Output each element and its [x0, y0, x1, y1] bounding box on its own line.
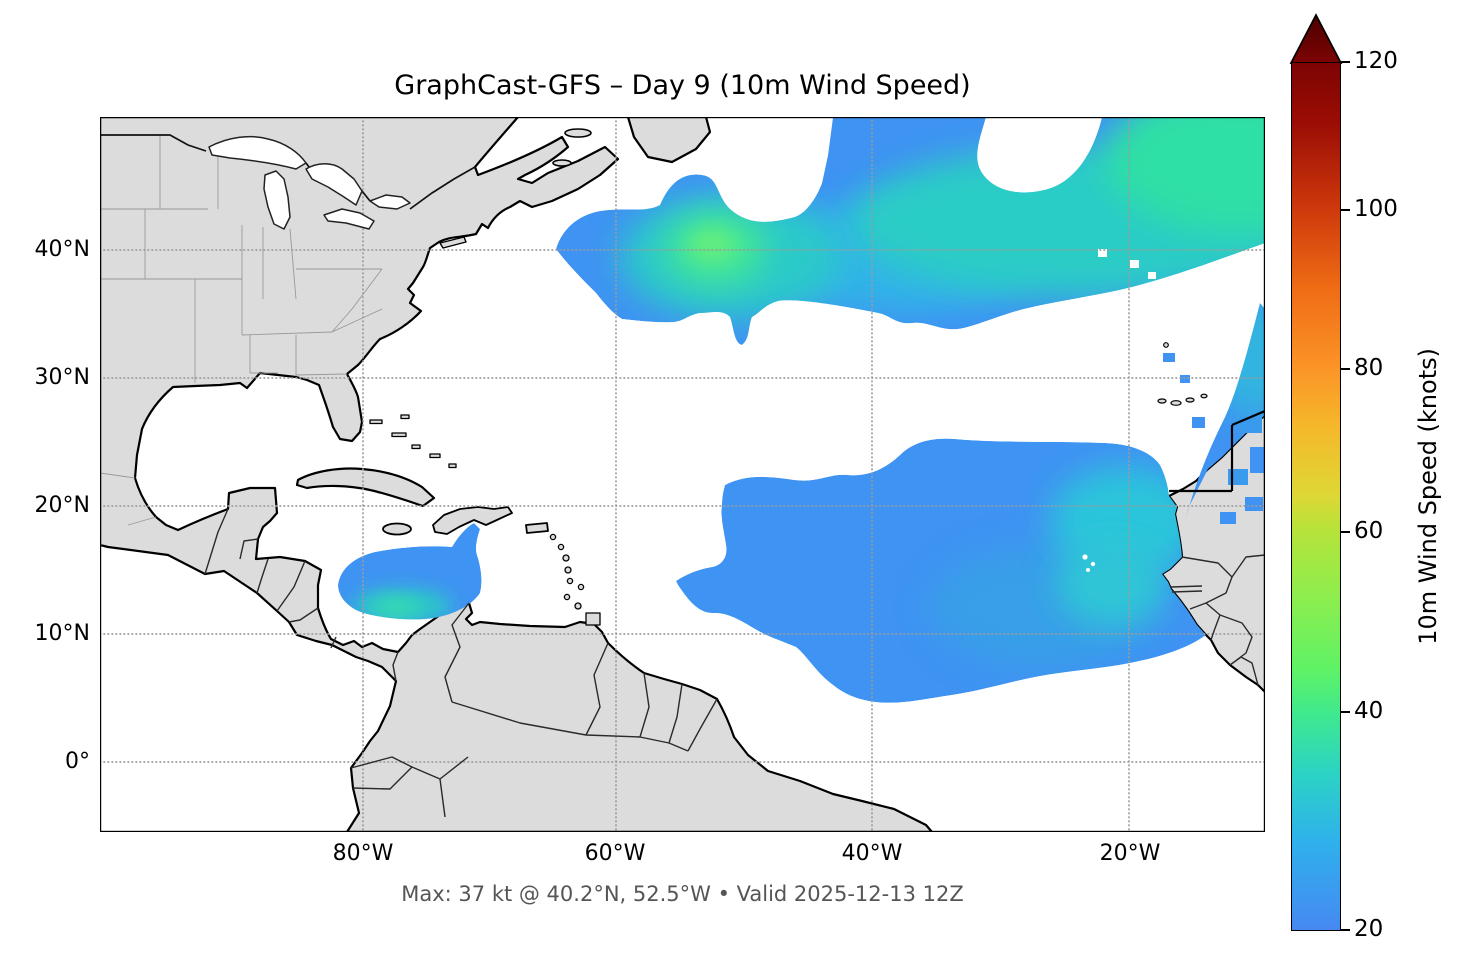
- lon-tick-20w: 20°W: [1099, 841, 1161, 866]
- prince-edward-island: [552, 159, 572, 167]
- colorbar-tick-20: [1341, 929, 1350, 931]
- west-sahara-borders: [1169, 409, 1265, 493]
- lake-michigan: [263, 170, 291, 230]
- colorbar-label-80: 80: [1354, 355, 1384, 381]
- lat-tick-0: 0°: [65, 749, 90, 774]
- anticosti-island: [564, 128, 592, 138]
- map-canvas: [100, 117, 1265, 832]
- lesser-antilles: [549, 533, 601, 626]
- colorbar-tick-100: [1341, 209, 1350, 211]
- lon-tick-40w: 40°W: [841, 841, 903, 866]
- figure-title: GraphCast-GFS – Day 9 (10m Wind Speed): [394, 70, 971, 101]
- great-lakes: [208, 135, 411, 230]
- country-borders: [204, 508, 1265, 818]
- colorbar-label-40: 40: [1354, 698, 1384, 724]
- puerto-rico: [525, 522, 549, 534]
- wind-region-trade-winds: [676, 438, 1206, 703]
- trinidad: [585, 612, 601, 626]
- lake-erie: [323, 208, 375, 230]
- lake-ontario: [369, 194, 411, 210]
- colorbar-label-20: 20: [1354, 916, 1384, 942]
- lat-tick-40n: 40°N: [34, 237, 90, 262]
- colorbar-label-60: 60: [1354, 518, 1384, 544]
- lake-huron: [305, 163, 363, 206]
- state-borders: [100, 135, 383, 526]
- lat-tick-20n: 20°N: [34, 493, 90, 518]
- colorbar-label-100: 100: [1354, 196, 1398, 222]
- newfoundland: [626, 117, 712, 164]
- colorbar-tick-60: [1341, 531, 1350, 533]
- land-layer: [100, 117, 1265, 832]
- madeira: [1163, 342, 1169, 348]
- azores-gaps: [1005, 155, 1156, 279]
- hispaniola: [432, 506, 513, 535]
- graticule: [100, 117, 1265, 832]
- lon-tick-80w: 80°W: [332, 841, 394, 866]
- jamaica: [382, 522, 412, 536]
- colorbar-tick-120: [1341, 61, 1350, 63]
- bahamas: [369, 414, 457, 469]
- wind-region-caribbean: [338, 523, 482, 620]
- wind-patches-west-africa: [1163, 353, 1265, 524]
- colorbar-axis-label: 10m Wind Speed (knots): [1414, 348, 1442, 645]
- cuba: [295, 467, 436, 508]
- colorbar-gradient: [1291, 62, 1341, 931]
- colorbar-extend-arrow: [1289, 13, 1343, 64]
- canary-islands: [1157, 393, 1208, 406]
- lon-tick-60w: 60°W: [584, 841, 646, 866]
- lat-tick-30n: 30°N: [34, 365, 90, 390]
- colorbar-tick-80: [1341, 368, 1350, 370]
- lat-tick-10n: 10°N: [34, 621, 90, 646]
- lake-superior: [208, 135, 307, 170]
- figure-caption: Max: 37 kt @ 40.2°N, 52.5°W • Valid 2025…: [401, 882, 964, 906]
- americas-landmass: [100, 117, 934, 832]
- colorbar-tick-40: [1341, 711, 1350, 713]
- colorbar-label-120: 120: [1354, 48, 1398, 74]
- cape-verde-gaps: [1082, 554, 1096, 572]
- wind-region-north-atlantic: [556, 117, 1265, 345]
- long-island: [439, 236, 467, 249]
